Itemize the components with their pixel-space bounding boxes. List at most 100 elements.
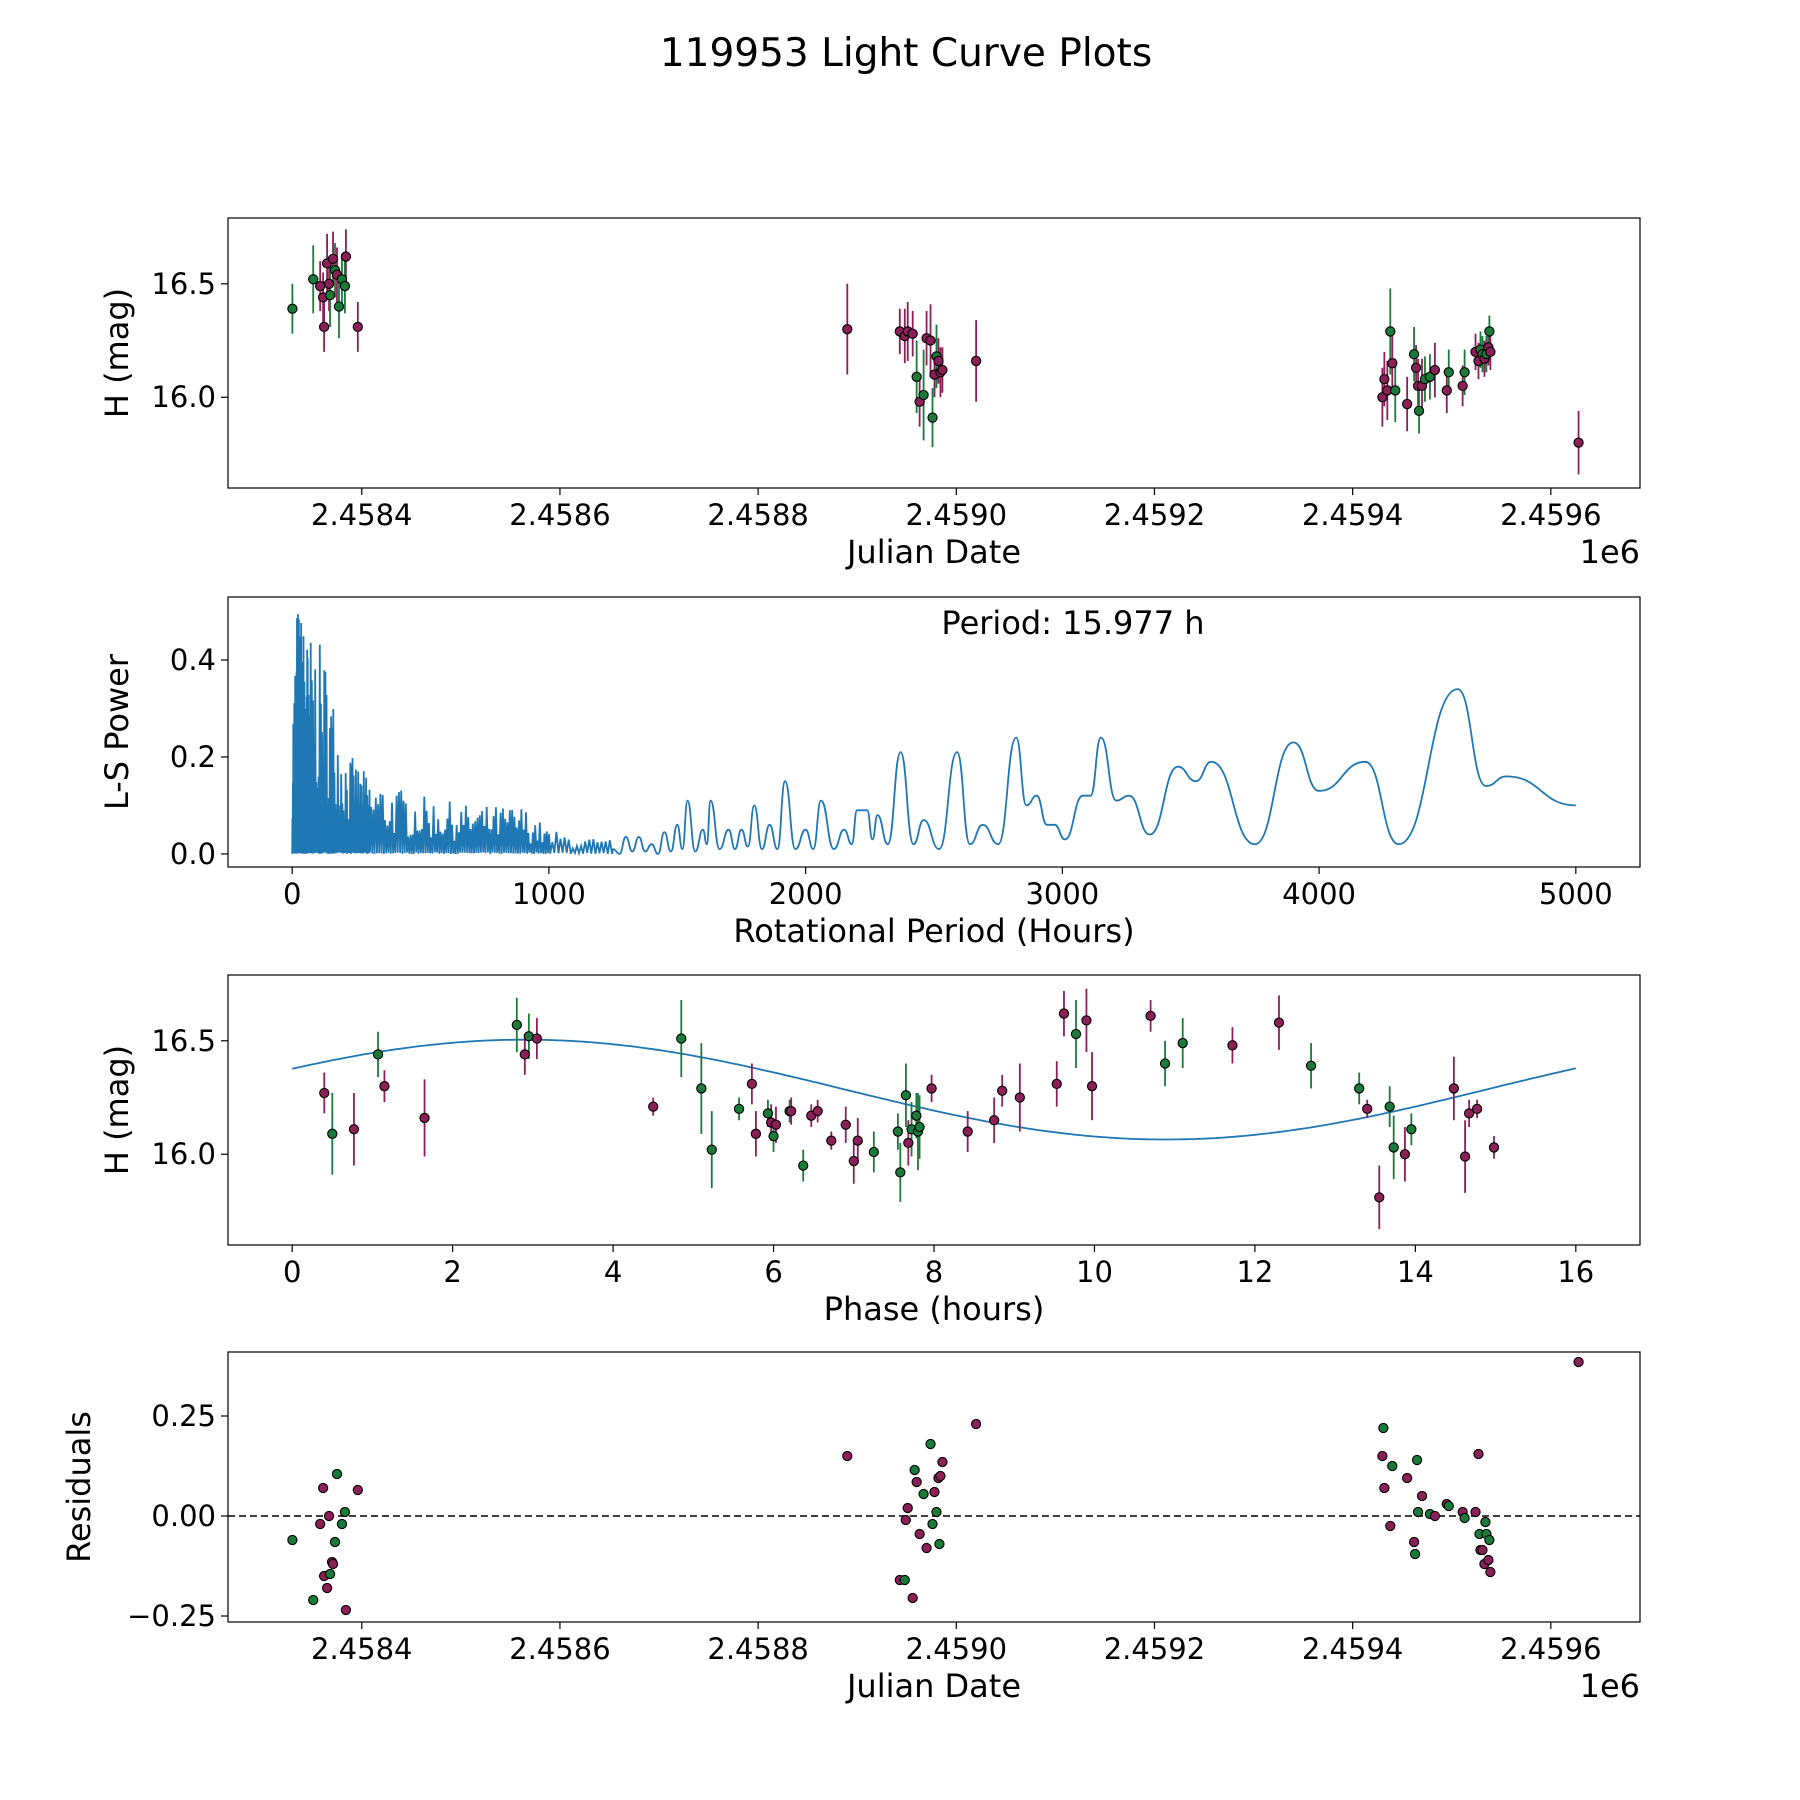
ls-y-tick-label: 0.4 [170, 643, 216, 677]
residual-point [1379, 1482, 1390, 1494]
phase-data-point [997, 1085, 1008, 1096]
lc-data-point [287, 303, 298, 314]
lc-data-point [1379, 373, 1390, 385]
ls-power-line [291, 614, 1576, 857]
phase-data-point [786, 1105, 797, 1117]
phase-data-point [1399, 1149, 1411, 1160]
lc-data-point [1385, 326, 1396, 337]
lc-data-point [1457, 380, 1468, 392]
residual-point [937, 1456, 948, 1468]
phase-data-point [648, 1101, 659, 1112]
residual-point [1385, 1520, 1396, 1532]
phase-data-point [1070, 1028, 1082, 1040]
residual-point [1387, 1460, 1398, 1472]
res-x-tick-label: 2.4596 [1500, 1632, 1601, 1666]
phase-x-tick-label: 2 [443, 1255, 461, 1289]
residual-point [1573, 1356, 1584, 1368]
lc-data-point [339, 280, 351, 292]
lc-data-point [1443, 367, 1454, 378]
lc-data-point [1387, 358, 1398, 369]
phase-data-point [372, 1049, 384, 1060]
phase-data-point [911, 1110, 922, 1121]
lc-data-point [1459, 367, 1470, 378]
lc-data-point [1377, 392, 1388, 403]
lc-data-point [911, 371, 922, 382]
lc-x-tick-label: 2.4584 [311, 498, 412, 532]
phase-data-point [1488, 1142, 1500, 1153]
lc-data-point [324, 289, 336, 301]
residual-point [323, 1510, 335, 1522]
residual-point [317, 1482, 329, 1494]
lc-data-point [323, 278, 335, 289]
lc-data-point [1410, 362, 1422, 373]
lc-data-point [333, 301, 345, 312]
residual-point [1416, 1490, 1428, 1502]
phase-data-point [750, 1128, 762, 1139]
phase-data-point [511, 1019, 522, 1031]
phase-data-point [706, 1144, 717, 1155]
residual-point [1409, 1548, 1421, 1560]
residual-point [931, 1506, 942, 1518]
phase-data-point [696, 1083, 707, 1094]
residual-point [907, 1592, 918, 1604]
phase-data-point [319, 1087, 330, 1099]
period-annotation: Period: 15.977 h [941, 604, 1204, 642]
phase-x-tick-label: 12 [1236, 1255, 1273, 1289]
phase-axes-frame [227, 974, 1641, 1246]
phase-data-point [1463, 1108, 1475, 1119]
phase-data-point [1159, 1058, 1171, 1069]
lc-data-point [842, 324, 853, 335]
lc-data-point [927, 412, 938, 423]
ls-x-tick-label: 0 [283, 877, 301, 911]
phase-data-point [914, 1121, 925, 1133]
residual-point [1412, 1506, 1424, 1518]
residual-point [352, 1484, 363, 1496]
residual-point [1411, 1454, 1423, 1466]
lc-data-point [315, 280, 326, 292]
phase-data-point [348, 1124, 360, 1135]
phase-x-tick-label: 16 [1557, 1255, 1594, 1289]
res-offset-text: 1e6 [1580, 1667, 1640, 1705]
phase-y-tick-label: 16.0 [151, 1137, 216, 1171]
residual-point [331, 1468, 343, 1480]
res-panel: 2.4584 2.4586 2.4588 2.4590 2.4592 2.4594 2.45… [60, 1351, 1641, 1705]
residual-point [935, 1470, 946, 1482]
phase-data-point [1273, 1017, 1285, 1028]
phase-data-point [1305, 1060, 1317, 1071]
lc-data-point [318, 321, 330, 333]
lc-y-tick-label: 16.0 [151, 380, 216, 414]
phase-y-tick-label: 16.5 [151, 1024, 216, 1058]
residual-point [842, 1450, 853, 1462]
phase-data-point [531, 1033, 543, 1044]
phase-data-point [840, 1119, 851, 1130]
phase-data-point [1374, 1192, 1385, 1203]
phase-data-point [419, 1112, 430, 1124]
phase-data-point [1448, 1083, 1460, 1094]
lc-data-point [1390, 385, 1401, 396]
residual-point [287, 1534, 298, 1546]
phase-data-point [762, 1108, 774, 1119]
ls-x-tick-label: 2000 [769, 877, 843, 911]
phase-data-point [900, 1090, 912, 1101]
lc-x-tick-label: 2.4586 [509, 498, 610, 532]
phase-data-point [852, 1135, 863, 1146]
phase-x-axis-label: Phase (hours) [824, 1290, 1045, 1328]
lc-data-point [308, 274, 319, 285]
phase-x-tick-label: 0 [283, 1255, 301, 1289]
phase-data-point [962, 1126, 973, 1137]
res-x-tick-label: 2.4584 [311, 1632, 412, 1666]
residual-point [921, 1542, 932, 1554]
residual-point [927, 1518, 938, 1530]
phase-data-point [379, 1081, 390, 1092]
phase-data-point [848, 1155, 859, 1167]
lc-data-point [925, 335, 936, 346]
phase-data-point [676, 1033, 687, 1044]
residual-point [324, 1568, 336, 1580]
residual-point [902, 1502, 913, 1514]
lc-data-point [1485, 346, 1496, 358]
residual-point [1485, 1566, 1496, 1578]
phase-data-point [770, 1119, 782, 1130]
lc-data-point [937, 364, 948, 376]
ls-x-tick-label: 4000 [1282, 877, 1356, 911]
